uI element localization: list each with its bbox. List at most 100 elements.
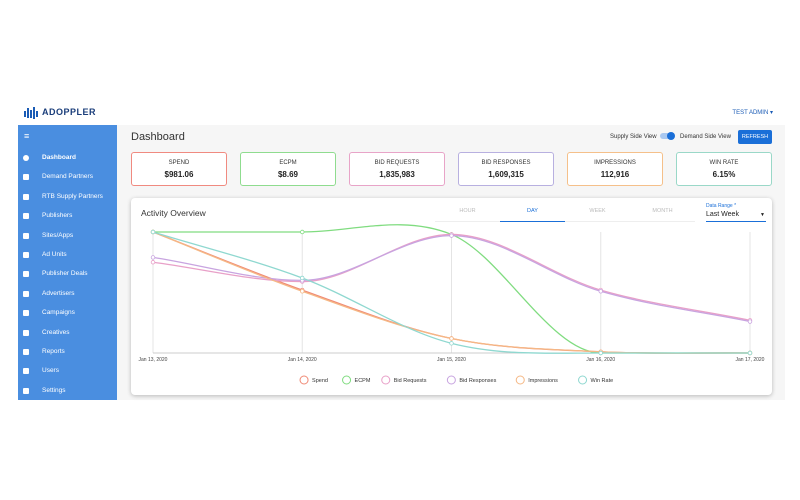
x-tick-label: Jan 14, 2020 xyxy=(288,357,317,363)
sidebar-label: Reports xyxy=(42,348,65,355)
sidebar-icon xyxy=(23,271,29,278)
legend-swatch xyxy=(342,375,352,385)
kpi-value: $981.06 xyxy=(164,170,194,179)
date-range-select[interactable]: Last Week ▼ xyxy=(706,211,766,222)
sidebar-label: Advertisers xyxy=(42,289,75,297)
legend-label: Win Rate xyxy=(591,378,614,384)
x-tick-label: Jan 16, 2020 xyxy=(586,357,615,363)
logo-icon xyxy=(24,107,38,119)
sidebar-icon xyxy=(23,232,29,239)
sidebar-label: Publisher Deals xyxy=(42,270,88,278)
toggle-left-label: Supply Side View xyxy=(610,134,657,140)
sidebar-item[interactable]: Reports xyxy=(18,346,117,360)
user-name: TEST ADMIN xyxy=(732,110,769,116)
kpi-label: BID RESPONSES xyxy=(481,160,531,166)
kpi-label: BID REQUESTS xyxy=(374,160,420,166)
legend-label: Bid Requests xyxy=(394,378,427,384)
chart-card: Activity Overview Data Range * Last Week… xyxy=(131,198,772,395)
kpi-label: IMPRESSIONS xyxy=(594,160,636,166)
kpi-card: IMPRESSIONS 112,916 xyxy=(567,152,663,186)
sidebar-item[interactable]: Ad Units xyxy=(18,249,117,263)
sidebar-icon xyxy=(23,368,29,375)
kpi-card: ECPM $8.69 xyxy=(240,152,336,186)
refresh-button[interactable]: REFRESH xyxy=(738,130,772,144)
toggle-right-label: Demand Side View xyxy=(680,134,731,140)
sidebar-item[interactable]: Advertisers xyxy=(18,288,117,302)
sidebar-label: Demand Partners xyxy=(42,173,93,181)
legend-label: ECPM xyxy=(355,378,371,384)
data-point xyxy=(150,255,156,260)
date-range-label: Data Range * xyxy=(706,203,737,209)
legend-swatch xyxy=(578,375,588,385)
data-point xyxy=(300,289,305,294)
x-tick-label: Jan 17, 2020 xyxy=(736,357,765,363)
legend-swatch xyxy=(515,375,525,385)
sidebar-label: RTB Supply Partners xyxy=(42,192,103,200)
sidebar-item[interactable]: Publisher Deals xyxy=(18,268,117,282)
kpi-card: SPEND $981.06 xyxy=(131,152,227,186)
sidebar-label: Ad Units xyxy=(42,251,67,258)
tab[interactable]: WEEK xyxy=(565,208,630,222)
sidebar-icon xyxy=(23,252,29,258)
legend-label: Impressions xyxy=(528,378,558,384)
menu-icon[interactable]: ≡ xyxy=(24,131,30,141)
view-toggle[interactable] xyxy=(660,132,675,140)
kpi-value: 1,835,983 xyxy=(379,170,415,179)
main: Dashboard Supply Side View Demand Side V… xyxy=(117,125,785,400)
legend-label: Bid Responses xyxy=(459,378,496,384)
data-point xyxy=(449,233,454,238)
chart: Jan 13, 2020 Jan 14, 2020 Jan 15, 2020 Jan … xyxy=(139,224,765,385)
sidebar-icon xyxy=(23,213,29,220)
sidebar: ≡ Dashboard Demand Partners RTB Supply Par… xyxy=(18,125,117,400)
data-point xyxy=(747,319,753,324)
sidebar-label: Users xyxy=(42,367,59,375)
data-point xyxy=(150,229,156,235)
user-menu[interactable]: TEST ADMIN ▾ xyxy=(732,110,773,116)
logo: ADOPPLER xyxy=(42,107,97,117)
sidebar-item[interactable]: Campaigns xyxy=(18,307,117,321)
sidebar-icon xyxy=(23,329,29,336)
kpi-card: BID REQUESTS 1,835,983 xyxy=(349,152,445,186)
date-range-value: Last Week xyxy=(706,211,739,218)
sidebar-label: Dashboard xyxy=(42,154,76,161)
sidebar-item[interactable]: Creatives xyxy=(18,327,117,341)
tab[interactable]: HOUR xyxy=(435,208,500,222)
kpi-value: $8.69 xyxy=(277,170,299,179)
tab[interactable]: MONTH xyxy=(630,208,695,222)
legend-label: Spend xyxy=(312,378,328,384)
tab[interactable]: DAY xyxy=(500,208,565,222)
sidebar-item[interactable]: Sites/Apps xyxy=(18,230,117,244)
kpi-label: SPEND xyxy=(168,160,190,166)
sidebar-item[interactable]: Publishers xyxy=(18,210,117,224)
sidebar-icon xyxy=(23,349,29,355)
sidebar-item[interactable]: Users xyxy=(18,365,117,379)
top-bar: ADOPPLER TEST ADMIN ▾ xyxy=(18,100,785,126)
data-point xyxy=(300,229,305,235)
data-point xyxy=(449,341,454,346)
legend-swatch xyxy=(446,375,456,385)
sidebar-icon xyxy=(23,174,29,181)
sidebar-label: Campaigns xyxy=(42,309,75,317)
x-tick-label: Jan 15, 2020 xyxy=(437,357,466,363)
sidebar-item[interactable]: RTB Supply Partners xyxy=(18,191,117,205)
data-point xyxy=(598,289,603,294)
sidebar-icon xyxy=(23,155,29,161)
kpi-value: 112,916 xyxy=(600,170,630,179)
data-point xyxy=(449,336,454,341)
kpi-value: 1,609,315 xyxy=(488,170,524,179)
sidebar-icon xyxy=(23,310,29,317)
sidebar-item[interactable]: Dashboard xyxy=(18,152,117,166)
sidebar-label: Creatives xyxy=(42,328,70,336)
toggle-knob xyxy=(667,132,675,140)
kpi-card: BID RESPONSES 1,609,315 xyxy=(458,152,554,186)
legend-swatch xyxy=(381,375,391,385)
sidebar-item[interactable]: Demand Partners xyxy=(18,171,117,185)
sidebar-item[interactable]: Settings xyxy=(18,385,117,399)
data-point xyxy=(598,350,603,356)
sidebar-icon xyxy=(23,290,29,297)
data-point xyxy=(300,275,305,281)
x-tick-label: Jan 13, 2020 xyxy=(139,357,168,363)
data-point xyxy=(747,350,753,356)
sidebar-label: Sites/Apps xyxy=(42,231,74,239)
